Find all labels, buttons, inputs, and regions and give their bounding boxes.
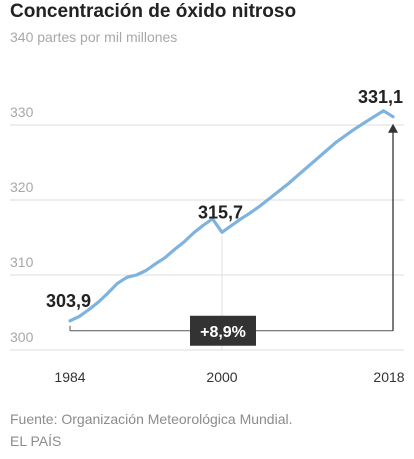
data-point	[306, 165, 309, 169]
data-point	[325, 149, 328, 152]
change-badge-label: +8,9%	[200, 324, 246, 341]
data-point	[125, 275, 129, 279]
value-labels: 303,9 315,7 331,1	[46, 87, 403, 311]
data-point	[144, 269, 148, 272]
y-tick-labels: 300 310 320 330 340 partes por mil millones	[10, 29, 177, 345]
data-point	[116, 281, 119, 285]
y-tick-label: 310	[10, 254, 34, 270]
x-tick-labels: 1984 2000 2018	[54, 369, 404, 385]
data-point	[220, 230, 224, 234]
x-tick-label: 2000	[206, 369, 237, 385]
x-tick-label: 2018	[373, 369, 404, 385]
data-point	[87, 308, 91, 311]
data-point	[78, 314, 81, 318]
y-gridlines	[10, 124, 404, 351]
data-point	[135, 273, 138, 277]
data-value-label: 315,7	[198, 202, 243, 222]
data-point	[97, 300, 100, 304]
y-tick-label: 340 partes por mil millones	[10, 29, 177, 45]
data-point	[211, 217, 214, 221]
y-tick-label: 300	[10, 329, 34, 345]
change-badge-layer: +8,9%	[190, 315, 256, 346]
data-point	[239, 217, 243, 221]
data-point	[296, 173, 300, 177]
data-point	[277, 189, 281, 193]
data-point	[315, 157, 319, 161]
data-point	[154, 262, 157, 266]
data-point	[353, 127, 357, 131]
data-point	[258, 204, 262, 208]
data-point	[106, 291, 110, 295]
data-point	[173, 248, 176, 251]
x-tick-label: 1984	[54, 369, 85, 385]
data-point	[230, 224, 233, 227]
data-point	[287, 182, 290, 185]
data-point	[391, 115, 395, 119]
data-point	[363, 121, 366, 125]
data-point	[334, 140, 338, 144]
data-point	[249, 211, 252, 215]
chart-title: Concentración de óxido nitroso	[10, 1, 297, 22]
data-point	[201, 224, 205, 227]
data-point	[182, 240, 186, 244]
source-note: Fuente: Organización Meteorológica Mundi…	[10, 411, 293, 427]
series-layer	[68, 109, 395, 323]
change-badge	[190, 315, 256, 346]
data-point	[68, 319, 72, 323]
y-tick-label: 320	[10, 179, 34, 195]
data-value-label: 331,1	[358, 87, 403, 107]
data-point	[372, 115, 376, 119]
data-point	[163, 256, 167, 260]
publisher-name: EL PAÍS	[10, 433, 62, 449]
data-point	[344, 134, 347, 137]
data-point	[382, 109, 385, 113]
data-point	[268, 197, 271, 200]
data-value-label: 303,9	[46, 291, 91, 311]
data-point	[192, 231, 195, 235]
y-tick-label: 330	[10, 104, 34, 120]
bracket-arrowhead	[388, 123, 398, 133]
